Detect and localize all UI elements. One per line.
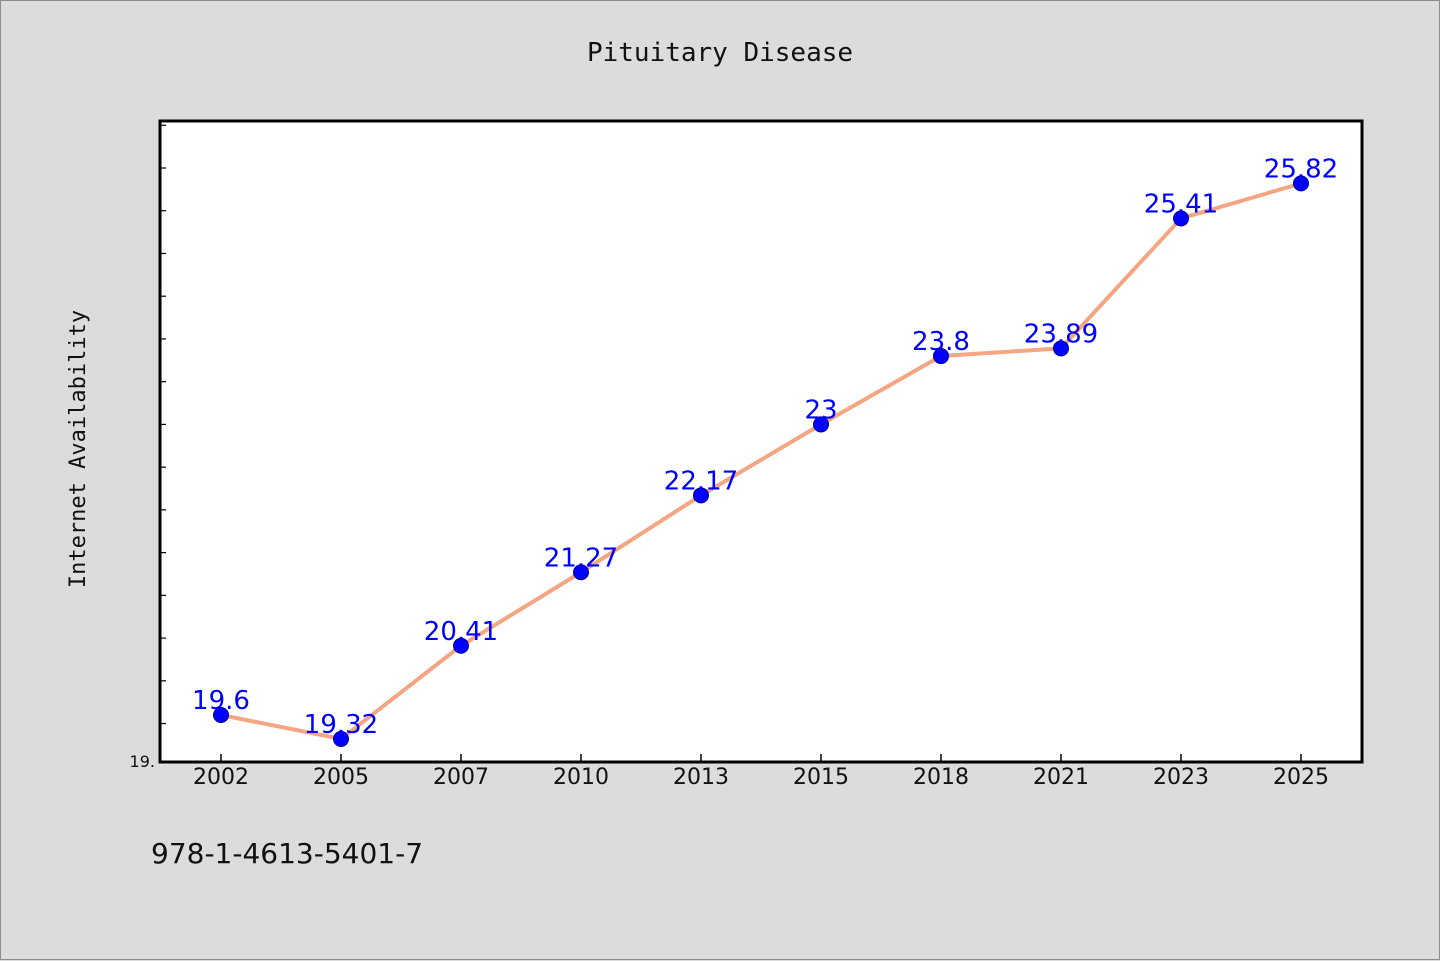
data-point <box>813 416 829 433</box>
data-label: 19.6 <box>192 686 250 716</box>
data-label: 20.41 <box>424 617 498 647</box>
data-point <box>213 706 229 723</box>
x-tick-label: 2002 <box>193 765 249 790</box>
x-tick-label: 2010 <box>553 765 609 790</box>
x-tick-label: 2013 <box>673 765 729 790</box>
x-tick-label: 2018 <box>913 765 969 790</box>
data-point <box>1053 340 1069 357</box>
series-layer: 19.6 19.32 20.41 21.27 22.17 23 23.8 23.89 25.41… <box>192 154 1338 747</box>
x-tick-label: 2015 <box>793 765 849 790</box>
data-label: 25.41 <box>1144 189 1218 219</box>
x-tick-label: 2025 <box>1273 765 1329 790</box>
y-axis-label: Internet Availability <box>66 310 91 588</box>
y-axis-ticks <box>160 124 166 725</box>
data-point <box>1173 210 1189 227</box>
x-axis-ticks: 2002 2005 2007 2010 2013 2015 2018 2021 2023 2025 <box>193 754 1329 790</box>
data-point <box>693 487 709 504</box>
data-point <box>933 348 949 365</box>
data-label: 19.32 <box>304 710 378 740</box>
data-point <box>333 730 349 747</box>
x-tick-label: 2021 <box>1033 765 1089 790</box>
data-label: 23.8 <box>912 327 970 357</box>
chart-title: Pituitary Disease <box>587 38 853 68</box>
series-line <box>220 181 1302 741</box>
data-label: 23 <box>804 395 837 425</box>
x-tick-label: 2005 <box>313 765 369 790</box>
isbn-footer: 978-1-4613-5401-7 <box>151 837 423 870</box>
data-label: 23.89 <box>1024 319 1098 349</box>
x-tick-label: 2023 <box>1153 765 1209 790</box>
data-point <box>1293 175 1309 192</box>
data-label: 21.27 <box>544 543 618 573</box>
y-tick-label: 19. <box>130 752 155 771</box>
data-point <box>573 564 589 581</box>
plot-area <box>158 119 1364 764</box>
data-point <box>453 637 469 654</box>
x-tick-label: 2007 <box>433 765 489 790</box>
data-label: 25.82 <box>1264 154 1338 184</box>
data-label: 22.17 <box>664 466 738 496</box>
